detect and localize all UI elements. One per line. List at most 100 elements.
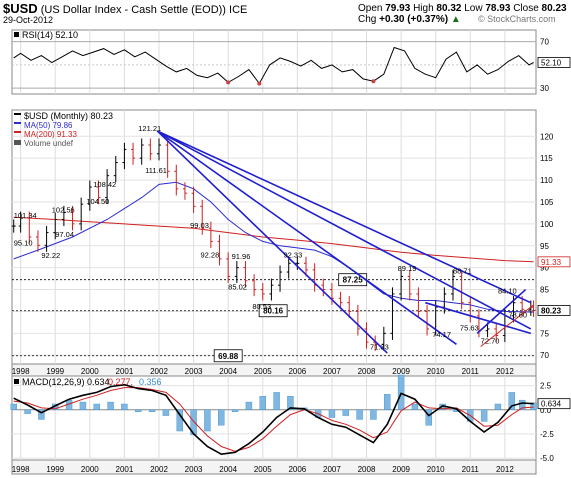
- macd-histogram-bar: [425, 409, 432, 426]
- trendline: [156, 130, 457, 345]
- price-legend-swatch: [14, 122, 21, 124]
- price-annotation: 88.71: [453, 266, 472, 275]
- close-label: Close: [513, 3, 539, 14]
- macd-histogram-bar: [121, 403, 128, 410]
- x-tick-label-bottom: 1998: [12, 465, 30, 474]
- level-label-box: [213, 349, 243, 363]
- rsi-line: [13, 46, 534, 85]
- macd-value-box: [537, 398, 571, 410]
- macd-tick-label: -2.5: [540, 430, 554, 439]
- x-tick-label: 2002: [150, 367, 168, 376]
- macd-histogram-bar: [328, 409, 336, 418]
- macd-histogram-bar: [10, 403, 17, 410]
- macd-histogram-bar: [287, 396, 294, 410]
- macd-histogram-bar: [411, 403, 419, 410]
- low-label: Low: [464, 3, 483, 14]
- price-annotation: 74.17: [432, 330, 451, 339]
- x-tick-label-bottom: 2011: [462, 465, 480, 474]
- x-tick-label-bottom: 2010: [427, 465, 445, 474]
- watermark: © StockCharts.com: [478, 14, 556, 24]
- rsi-oversold-marker: [226, 80, 231, 85]
- price-annotation: 89.19: [398, 264, 417, 273]
- price-right-label-box: [537, 305, 571, 316]
- x-tick-label: 2010: [427, 367, 445, 376]
- x-axis-strip-2: [11, 459, 537, 475]
- price-tick-label: 75: [540, 329, 549, 338]
- x-tick-label: 2006: [288, 367, 306, 376]
- ma200-line: [13, 216, 534, 263]
- level-label: 87.25: [343, 276, 364, 285]
- ohlc-readout: Open 79.93 High 80.32 Low 78.93 Close 80…: [358, 3, 571, 25]
- macd-legend-entry: 0.277,: [108, 377, 133, 387]
- rsi-oversold-marker: [257, 81, 262, 86]
- macd-legend-swatch: [14, 379, 19, 384]
- rsi-value-box: [537, 57, 571, 68]
- price-tick-label: 110: [540, 176, 553, 185]
- macd-histogram-bar: [342, 409, 349, 416]
- price-annotation: 75.63: [460, 324, 479, 333]
- rsi-tick-label: 30: [540, 84, 549, 93]
- rsi-legend-swatch: [14, 32, 19, 37]
- macd-histogram-bar: [397, 374, 405, 410]
- x-tick-label-bottom: 2007: [323, 465, 341, 474]
- macd-histogram-bar: [259, 396, 266, 410]
- trendline: [476, 288, 527, 334]
- trendline: [425, 301, 532, 335]
- x-tick-label-bottom: 2005: [254, 465, 272, 474]
- price-right-label: 91.33: [541, 258, 562, 267]
- price-right-label: 80.23: [541, 306, 562, 315]
- price-annotation: 104.50: [86, 197, 109, 206]
- macd-histogram-bar: [107, 401, 114, 410]
- price-tick-label: 70: [540, 351, 549, 360]
- macd-histogram-bar: [494, 403, 502, 410]
- macd-histogram-bar: [508, 392, 515, 410]
- price-annotation: 95.10: [14, 238, 33, 247]
- price-annotation: 78.60: [508, 311, 527, 320]
- x-tick-label-bottom: 2006: [288, 465, 306, 474]
- x-tick-label-bottom: 2003: [185, 465, 203, 474]
- x-tick-label: 1998: [12, 367, 30, 376]
- price-annotation: 97.04: [55, 230, 74, 239]
- macd-histogram-bar: [273, 392, 280, 410]
- chg-label: Chg: [358, 14, 377, 25]
- ma50-line: [13, 181, 534, 313]
- close-value: 80.23: [541, 3, 567, 14]
- chart-title: $USD (US Dollar Index - Cash Settle (EOD…: [3, 1, 247, 16]
- rsi-legend: RSI(14) 52.10: [22, 30, 78, 40]
- level-label-box: [258, 304, 288, 318]
- macd-histogram-bar: [245, 401, 253, 410]
- x-tick-label: 2004: [219, 367, 237, 376]
- trendline: [156, 130, 532, 330]
- price-tick-label: 105: [540, 198, 554, 207]
- price-tick-label: 95: [540, 242, 549, 251]
- chg-value: +0.30 (+0.37%): [379, 14, 449, 25]
- x-tick-label: 2000: [81, 367, 99, 376]
- price-legend-entry: $USD (Monthly) 80.23: [24, 111, 113, 121]
- macd-tick-label: -5.0: [540, 454, 554, 463]
- macd-histogram-bar: [38, 409, 45, 420]
- macd-histogram-bar: [356, 409, 363, 420]
- x-tick-label: 1999: [46, 367, 64, 376]
- macd-histogram-bar: [384, 394, 391, 410]
- macd-histogram-bar: [518, 399, 526, 410]
- price-annotation: 92.22: [41, 251, 60, 260]
- open-value: 79.93: [385, 3, 411, 14]
- x-tick-label: 2007: [323, 367, 341, 376]
- macd-histogram-bar: [135, 409, 142, 412]
- price-annotation: 101.34: [14, 211, 37, 220]
- macd-legend-entry: 0.356: [139, 377, 162, 387]
- macd-histogram-bar: [231, 409, 239, 412]
- macd-histogram-bar: [204, 409, 211, 432]
- macd-tick-label: 0.0: [540, 406, 552, 415]
- macd-histogram-bar: [218, 409, 225, 426]
- trendline: [480, 304, 534, 347]
- price-tick-label: 115: [540, 154, 553, 163]
- x-tick-label-bottom: 2002: [150, 465, 168, 474]
- macd-histogram-bar: [162, 409, 170, 416]
- price-annotation: 71.33: [370, 342, 389, 351]
- price-annotation: 91.96: [232, 252, 251, 261]
- price-right-label-box: [537, 256, 571, 268]
- price-annotation: 108.42: [93, 180, 116, 189]
- rsi-tick-label: 70: [540, 38, 549, 47]
- price-panel-frame: [11, 109, 537, 365]
